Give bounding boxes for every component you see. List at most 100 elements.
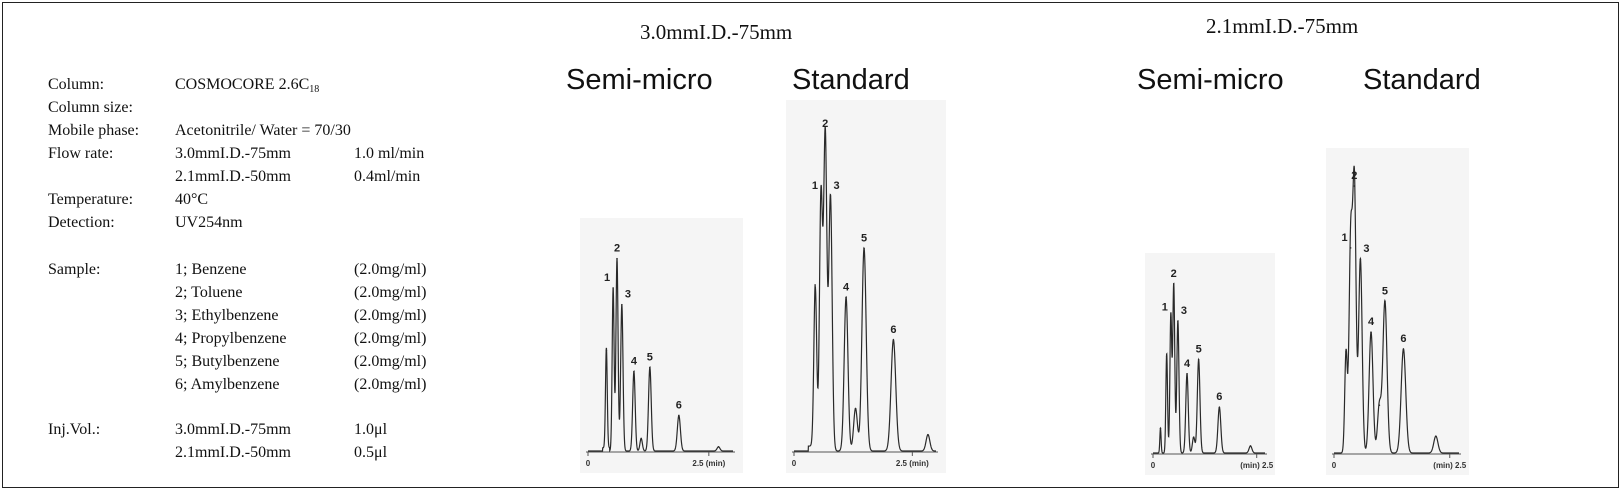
signal-trace xyxy=(588,258,733,453)
peak-apex xyxy=(1177,320,1179,322)
sample-name: 5; Butylbenzene xyxy=(175,353,280,370)
peak-apex xyxy=(854,407,857,410)
flow-column: 3.0mmI.D.-75mm xyxy=(175,145,291,162)
peak-apex xyxy=(1384,300,1386,303)
flow-column: 2.1mmI.D.-50mm xyxy=(175,168,291,185)
peak-label-1: 1 xyxy=(604,272,610,284)
peak-label-3: 3 xyxy=(1181,305,1187,317)
chromatogram-svg: 0 (min) 2.5 1 2 3 4 5 6 xyxy=(1332,165,1467,470)
peak-label-5: 5 xyxy=(1382,285,1388,297)
sample-name: 1; Benzene xyxy=(175,261,247,278)
peak-apex xyxy=(1170,316,1172,319)
flow-value: 0.4ml/min xyxy=(354,168,421,185)
peak-apex xyxy=(1402,348,1405,350)
peak-label-3: 3 xyxy=(625,289,631,301)
inj-vol-label: Inj.Vol.: xyxy=(48,421,101,438)
peak-apex xyxy=(640,437,642,440)
sample-name: 2; Toluene xyxy=(175,284,243,301)
group-title-3mm: 3.0mmI.D.-75mm xyxy=(640,20,793,44)
peak-apex xyxy=(1345,351,1347,353)
peak-label-6: 6 xyxy=(890,324,896,336)
peak-label-6: 6 xyxy=(1400,333,1406,345)
axis-tick-label: 0 xyxy=(1151,461,1156,470)
panel-title-semi-micro-3mm: Semi-micro xyxy=(566,64,713,96)
sample-name: 4; Propylbenzene xyxy=(175,330,287,347)
peak-label-1: 1 xyxy=(1342,232,1348,244)
mobile-phase-value: Acetonitrile/ Water = 70/30 xyxy=(175,122,351,139)
sample-label: Sample: xyxy=(48,261,101,278)
peak-label-2: 2 xyxy=(1351,170,1357,182)
peak-apex xyxy=(1172,283,1175,285)
peak-label-1: 1 xyxy=(1162,301,1168,313)
signal-trace xyxy=(794,126,936,452)
peak-apex xyxy=(892,339,895,341)
column-label: Column: xyxy=(48,76,105,93)
mobile-phase-label: Mobile phase: xyxy=(48,122,140,139)
peak-apex xyxy=(678,414,680,417)
axis-tick-label: (min) 2.5 xyxy=(1240,461,1273,470)
temperature-value: 40°C xyxy=(175,191,209,208)
peak-label-6: 6 xyxy=(676,399,682,411)
inj-vol-value: 1.0μl xyxy=(354,421,388,438)
peak-apex xyxy=(621,303,623,306)
peak-label-2: 2 xyxy=(822,118,828,130)
sample-conc: (2.0mg/ml) xyxy=(354,261,427,278)
peak-apex xyxy=(1349,247,1352,249)
peak-apex xyxy=(717,446,720,448)
chromatogram-standard-2mm: 0 (min) 2.5 1 2 3 4 5 6 xyxy=(1326,148,1469,475)
peak-apex xyxy=(1159,427,1162,430)
peak-label-4: 4 xyxy=(1368,316,1375,328)
peak-apex xyxy=(829,195,832,197)
peak-label-3: 3 xyxy=(833,180,839,192)
signal-trace xyxy=(1334,165,1459,454)
axis-tick-label: 2.5 (min) xyxy=(692,459,725,468)
peak-apex xyxy=(927,433,929,436)
peak-apex xyxy=(1370,331,1372,333)
peak-apex xyxy=(863,247,865,250)
peak-label-1: 1 xyxy=(812,180,818,192)
panel-title-standard-3mm: Standard xyxy=(792,64,910,96)
peak-apex xyxy=(1192,436,1195,438)
flow-value: 1.0 ml/min xyxy=(354,145,425,162)
sample-conc: (2.0mg/ml) xyxy=(354,376,427,393)
peak-apex xyxy=(1197,358,1200,361)
detection-value: UV254nm xyxy=(175,214,243,231)
inj-column: 2.1mmI.D.-50mm xyxy=(175,444,291,461)
axis-tick-label: 0 xyxy=(1332,461,1337,470)
peak-label-4: 4 xyxy=(843,281,850,293)
peak-label-4: 4 xyxy=(631,356,638,368)
peak-apex xyxy=(1435,435,1437,437)
peak-apex xyxy=(1359,258,1362,260)
chromatogram-semi-micro-3mm: 0 2.5 (min) 1 2 3 4 5 6 xyxy=(580,218,743,473)
peak-apex xyxy=(814,286,817,289)
chromatogram-svg: 0 2.5 (min) 1 2 3 4 5 6 xyxy=(792,118,938,468)
chromatogram-semi-micro-2mm: 0 (min) 2.5 1 2 3 4 5 6 xyxy=(1145,253,1275,475)
peak-label-5: 5 xyxy=(647,351,653,363)
peak-label-6: 6 xyxy=(1216,391,1222,403)
peak-label-2: 2 xyxy=(1171,268,1177,280)
sample-conc: (2.0mg/ml) xyxy=(354,330,427,347)
flow-rate-label: Flow rate: xyxy=(48,145,114,162)
peak-label-5: 5 xyxy=(861,232,867,244)
group-title-2mm: 2.1mmI.D.-75mm xyxy=(1206,14,1359,38)
peak-label-5: 5 xyxy=(1196,344,1202,356)
axis-tick-label: 0 xyxy=(792,459,797,468)
sample-name: 3; Ethylbenzene xyxy=(175,307,279,324)
peak-apex xyxy=(1378,404,1381,407)
peak-apex xyxy=(633,370,635,373)
inj-column: 3.0mmI.D.-75mm xyxy=(175,421,291,438)
axis-tick-label: 2.5 (min) xyxy=(896,459,929,468)
peak-apex xyxy=(612,287,614,289)
signal-trace xyxy=(1153,282,1265,454)
peak-apex xyxy=(605,349,608,352)
peak-label-3: 3 xyxy=(1363,243,1369,255)
peak-apex xyxy=(1186,373,1188,375)
chromatogram-standard-3mm: 0 2.5 (min) 1 2 3 4 5 6 xyxy=(786,100,946,473)
panel-title-semi-micro-2mm: Semi-micro xyxy=(1137,64,1284,96)
column-value: COSMOCORE 2.6C18 xyxy=(175,76,320,95)
peak-apex xyxy=(1165,355,1168,357)
panel-title-standard-2mm: Standard xyxy=(1363,64,1481,96)
peak-label-4: 4 xyxy=(1184,358,1191,370)
sample-name: 6; Amylbenzene xyxy=(175,376,280,393)
